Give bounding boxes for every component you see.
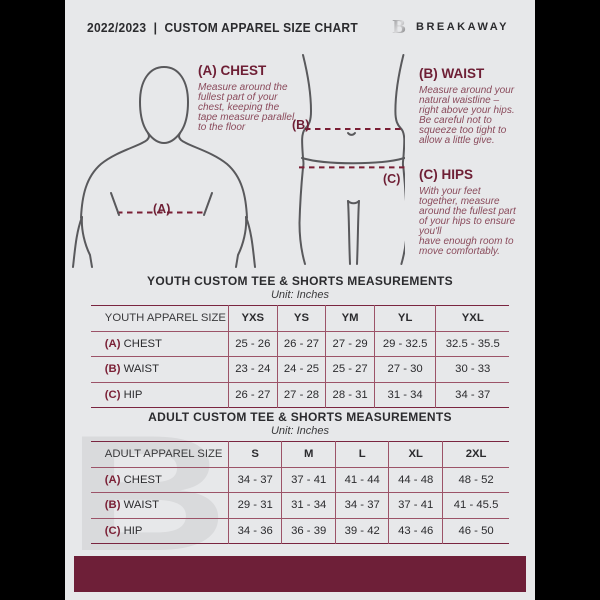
svg-text:B: B <box>392 17 405 37</box>
